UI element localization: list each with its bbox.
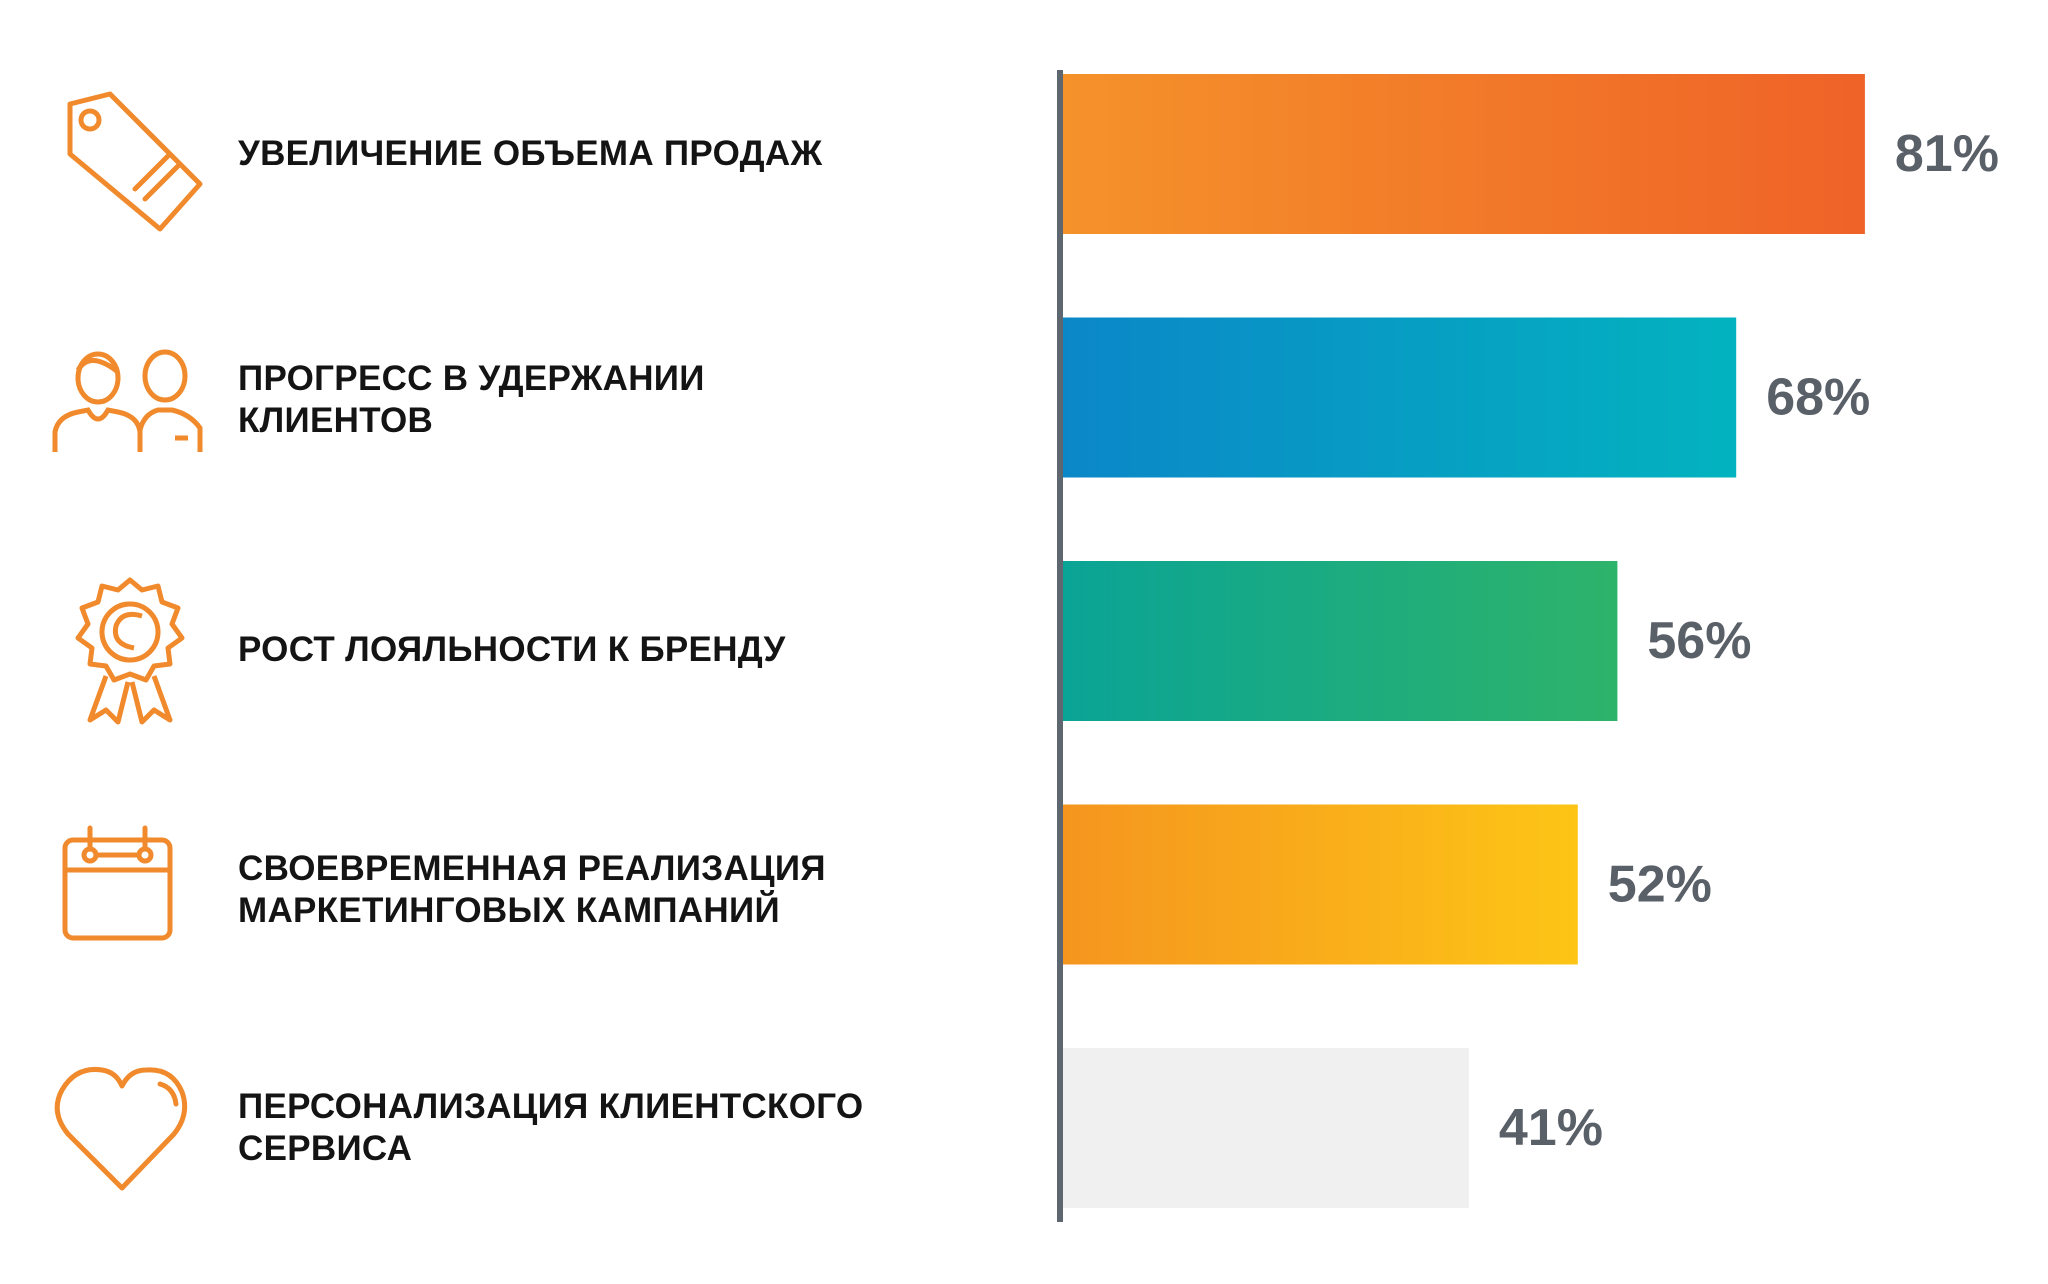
bar-3 bbox=[1063, 561, 1618, 721]
list-item: ПРОГРЕСС В УДЕРЖАНИИ КЛИЕНТОВ bbox=[0, 320, 1000, 480]
bar-2 bbox=[1063, 317, 1737, 478]
heart-icon bbox=[50, 1048, 210, 1208]
bar-1 bbox=[1063, 74, 1865, 234]
category-label: ПРОГРЕСС В УДЕРЖАНИИ КЛИЕНТОВ bbox=[238, 359, 705, 440]
category-label: СВОЕВРЕМЕННАЯ РЕАЛИЗАЦИЯ МАРКЕТИНГОВЫХ К… bbox=[238, 849, 826, 930]
value-label: 56% bbox=[1647, 612, 1751, 670]
price-tag-icon bbox=[50, 74, 210, 234]
list-item: РОСТ ЛОЯЛЬНОСТИ К БРЕНДУ bbox=[0, 570, 1000, 730]
category-label: УВЕЛИЧЕНИЕ ОБЪЕМА ПРОДАЖ bbox=[238, 134, 823, 173]
value-label: 52% bbox=[1608, 856, 1712, 914]
award-ribbon-icon bbox=[50, 570, 210, 730]
calendar-icon bbox=[50, 810, 210, 970]
list-item: СВОЕВРЕМЕННАЯ РЕАЛИЗАЦИЯ МАРКЕТИНГОВЫХ К… bbox=[0, 810, 1000, 970]
value-label: 81% bbox=[1895, 125, 1999, 183]
list-item: УВЕЛИЧЕНИЕ ОБЪЕМА ПРОДАЖ bbox=[0, 74, 1000, 234]
bar-5 bbox=[1063, 1048, 1469, 1208]
category-label: ПЕРСОНАЛИЗАЦИЯ КЛИЕНТСКОГО СЕРВИСА bbox=[238, 1087, 864, 1168]
list-item: ПЕРСОНАЛИЗАЦИЯ КЛИЕНТСКОГО СЕРВИСА bbox=[0, 1048, 1000, 1208]
customers-icon bbox=[50, 320, 210, 480]
value-label: 41% bbox=[1499, 1099, 1603, 1157]
bar-4 bbox=[1063, 804, 1578, 965]
category-label: РОСТ ЛОЯЛЬНОСТИ К БРЕНДУ bbox=[238, 630, 786, 669]
value-label: 68% bbox=[1766, 369, 1870, 427]
